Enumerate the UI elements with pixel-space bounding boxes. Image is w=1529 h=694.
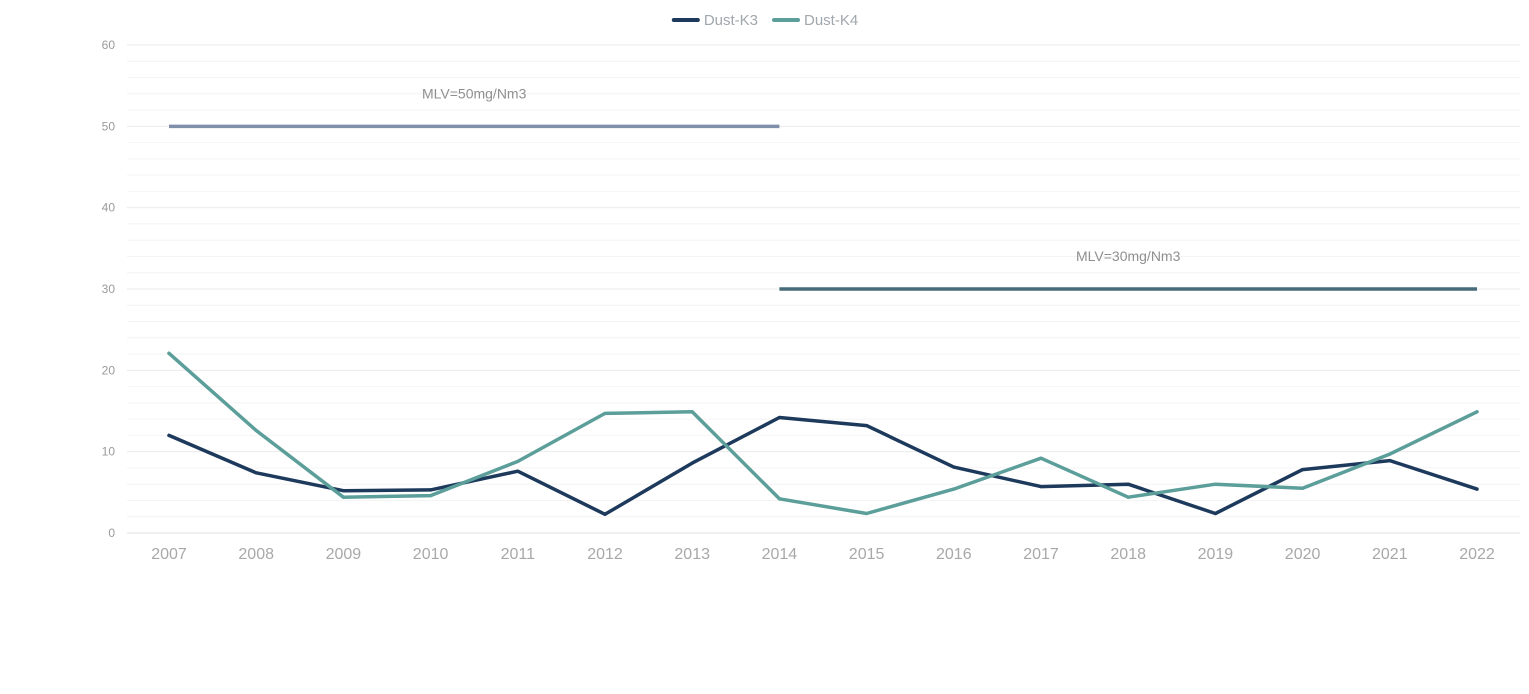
x-tick-label: 2009 bbox=[326, 546, 362, 563]
data-point bbox=[690, 461, 694, 465]
limit-lines: MLV=50mg/Nm3 MLV=30mg/Nm3 bbox=[169, 85, 1477, 291]
data-point bbox=[1388, 459, 1392, 463]
x-tick-label: 2018 bbox=[1110, 546, 1146, 563]
data-point bbox=[1039, 485, 1043, 489]
x-tick-label: 2007 bbox=[151, 546, 187, 563]
x-tick-label: 2012 bbox=[587, 546, 623, 563]
y-tick-label: 40 bbox=[102, 201, 116, 215]
data-point bbox=[429, 493, 433, 498]
data-point bbox=[952, 487, 956, 491]
x-tick-label: 2010 bbox=[413, 546, 449, 563]
data-point bbox=[254, 428, 258, 433]
data-point bbox=[1301, 467, 1305, 472]
legend-label: Dust-K3 bbox=[704, 12, 758, 29]
x-tick-label: 2008 bbox=[238, 546, 274, 563]
data-point bbox=[777, 497, 782, 501]
x-tick-label: 2013 bbox=[674, 546, 710, 563]
data-point bbox=[1475, 487, 1479, 491]
x-tick-label: 2021 bbox=[1372, 546, 1408, 563]
x-tick-label: 2020 bbox=[1285, 546, 1321, 563]
limit-label: MLV=30mg/Nm3 bbox=[1076, 248, 1181, 264]
data-point bbox=[167, 351, 171, 355]
y-axis: 0 10 20 30 40 50 60 bbox=[102, 38, 116, 540]
y-tick-label: 0 bbox=[108, 526, 115, 540]
data-point bbox=[341, 495, 345, 499]
data-point bbox=[429, 488, 433, 492]
y-tick-label: 60 bbox=[102, 38, 116, 52]
limit-label: MLV=50mg/Nm3 bbox=[422, 85, 527, 101]
x-tick-label: 2014 bbox=[762, 546, 798, 563]
data-point bbox=[1213, 482, 1217, 486]
data-point bbox=[1301, 486, 1305, 490]
legend-label: Dust-K4 bbox=[804, 12, 858, 29]
data-point bbox=[690, 410, 694, 414]
x-tick-label: 2019 bbox=[1198, 546, 1234, 563]
data-point bbox=[516, 459, 520, 464]
x-axis: 2007 2008 2009 2010 2011 2012 2013 2014 2015 2016… bbox=[151, 546, 1495, 563]
data-point bbox=[777, 415, 782, 420]
data-point bbox=[341, 489, 345, 493]
y-tick-label: 50 bbox=[102, 119, 116, 133]
series-line bbox=[167, 415, 1479, 517]
y-tick-label: 10 bbox=[102, 445, 116, 459]
data-point bbox=[254, 471, 258, 475]
series-lines bbox=[167, 351, 1479, 517]
data-point bbox=[1213, 511, 1217, 516]
x-tick-label: 2022 bbox=[1459, 546, 1495, 563]
data-point bbox=[865, 511, 869, 516]
data-point bbox=[865, 424, 869, 428]
data-point bbox=[603, 411, 607, 416]
data-point bbox=[1126, 482, 1130, 486]
x-tick-label: 2011 bbox=[501, 546, 536, 563]
data-point bbox=[952, 465, 956, 469]
series-line bbox=[167, 351, 1479, 516]
data-point bbox=[167, 433, 171, 437]
data-point bbox=[1475, 410, 1479, 414]
legend[interactable]: Dust-K3 Dust-K4 bbox=[671, 12, 858, 29]
x-tick-label: 2016 bbox=[936, 546, 972, 563]
data-point bbox=[1126, 495, 1130, 499]
y-tick-label: 30 bbox=[102, 282, 116, 296]
grid-layer bbox=[127, 44, 1520, 534]
x-tick-label: 2017 bbox=[1023, 546, 1059, 563]
data-point bbox=[1039, 456, 1043, 460]
data-point bbox=[1388, 452, 1392, 456]
y-tick-label: 20 bbox=[102, 363, 116, 377]
data-point bbox=[603, 512, 607, 516]
data-point bbox=[516, 469, 520, 473]
x-tick-label: 2015 bbox=[849, 546, 885, 563]
